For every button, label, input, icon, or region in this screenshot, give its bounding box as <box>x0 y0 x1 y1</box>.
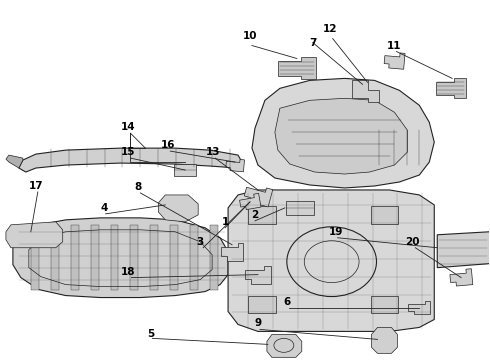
Polygon shape <box>286 201 314 215</box>
Polygon shape <box>436 78 466 98</box>
Text: 8: 8 <box>135 182 142 192</box>
Polygon shape <box>278 58 316 80</box>
Text: 3: 3 <box>196 237 204 247</box>
Polygon shape <box>267 334 302 357</box>
Polygon shape <box>150 225 158 289</box>
Polygon shape <box>240 193 261 210</box>
Polygon shape <box>408 301 430 315</box>
Polygon shape <box>226 159 245 172</box>
Text: 5: 5 <box>147 329 154 339</box>
Polygon shape <box>6 222 63 248</box>
Polygon shape <box>111 225 119 289</box>
Text: 12: 12 <box>322 24 337 33</box>
Text: 14: 14 <box>121 122 136 132</box>
Polygon shape <box>352 80 379 102</box>
Text: 16: 16 <box>161 140 175 150</box>
Polygon shape <box>91 225 98 289</box>
Polygon shape <box>245 187 273 207</box>
Polygon shape <box>248 296 276 314</box>
Polygon shape <box>171 225 178 289</box>
Polygon shape <box>6 155 23 168</box>
Text: 2: 2 <box>251 210 259 220</box>
Polygon shape <box>384 53 405 69</box>
Polygon shape <box>221 243 243 261</box>
Text: 20: 20 <box>405 237 419 247</box>
Text: 10: 10 <box>243 31 257 41</box>
Polygon shape <box>370 296 398 314</box>
Polygon shape <box>275 98 407 174</box>
Text: 18: 18 <box>121 267 136 276</box>
Polygon shape <box>158 195 198 222</box>
Text: 17: 17 <box>28 181 43 191</box>
Polygon shape <box>370 206 398 224</box>
Text: 4: 4 <box>101 203 108 213</box>
Polygon shape <box>245 266 271 284</box>
Polygon shape <box>13 218 228 298</box>
Polygon shape <box>31 225 39 289</box>
Polygon shape <box>71 225 78 289</box>
Polygon shape <box>174 164 196 176</box>
Polygon shape <box>228 190 434 332</box>
Polygon shape <box>19 148 242 172</box>
Polygon shape <box>210 225 218 289</box>
Text: 1: 1 <box>221 217 229 227</box>
Polygon shape <box>51 225 59 289</box>
Text: 11: 11 <box>387 41 402 50</box>
Polygon shape <box>190 225 198 289</box>
Polygon shape <box>252 78 434 188</box>
Polygon shape <box>130 225 138 289</box>
Polygon shape <box>437 232 490 268</box>
Text: 15: 15 <box>121 147 136 157</box>
Polygon shape <box>248 206 276 224</box>
Text: 7: 7 <box>309 37 317 48</box>
Text: 6: 6 <box>283 297 291 306</box>
Text: 9: 9 <box>254 319 262 328</box>
Polygon shape <box>450 269 473 286</box>
Text: 13: 13 <box>206 147 220 157</box>
Polygon shape <box>371 328 397 353</box>
Text: 19: 19 <box>328 227 343 237</box>
